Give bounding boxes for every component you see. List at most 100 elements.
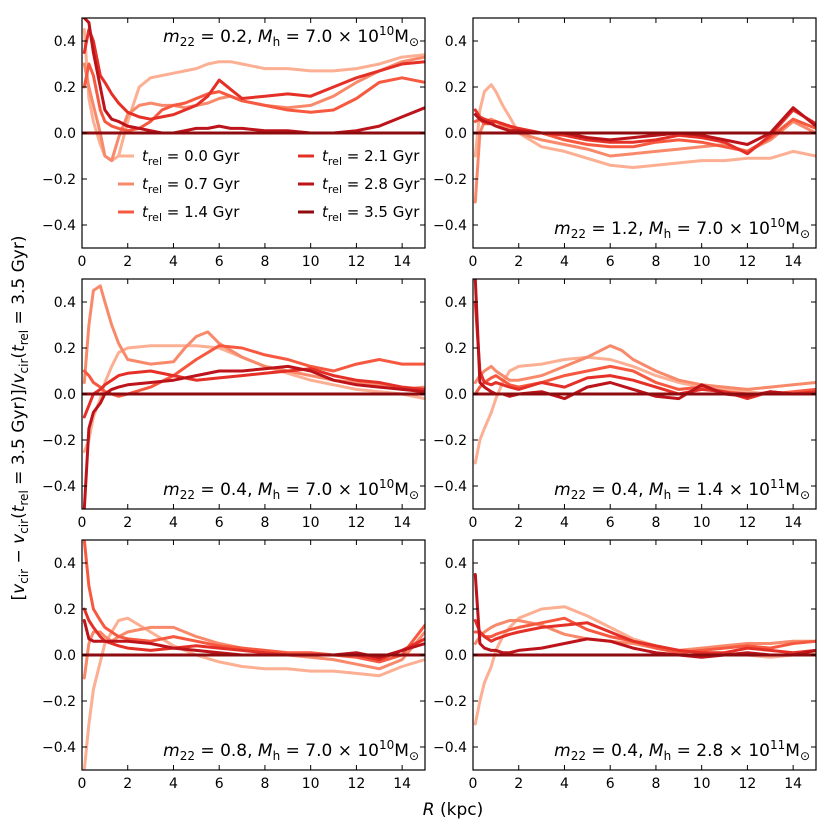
x-tick-label: 4 xyxy=(169,776,178,792)
x-tick-label: 10 xyxy=(693,254,711,270)
series-line-t1.4 xyxy=(82,540,425,664)
series-line-t1.4 xyxy=(473,616,816,655)
series-group xyxy=(82,18,425,163)
series-line-t2.8 xyxy=(473,573,816,659)
panel-4: 0 2 4 6 8 10 12 14 −0.4 −0.2 0.0 0.2 0.4 m22 = 0.4, M… xyxy=(433,278,817,531)
x-tick-label: 10 xyxy=(693,776,711,792)
y-tick-label: 0.2 xyxy=(54,341,76,357)
x-tick-label: 2 xyxy=(123,776,132,792)
y-tick-label: 0.4 xyxy=(445,34,467,50)
y-tick-label: 0.2 xyxy=(445,602,467,618)
x-tick-label: 12 xyxy=(347,254,365,270)
panel-annotation: m22 = 0.8, Mh = 7.0 × 1010M⊙ xyxy=(163,738,419,763)
panel-3: 0 2 4 6 8 10 12 14 −0.4 −0.2 0.0 0.2 0.4 m22 = 0.4, M… xyxy=(42,278,426,531)
series-line-t0.0 xyxy=(473,83,816,169)
x-tick-label: 10 xyxy=(302,515,320,531)
y-tick-label: −0.2 xyxy=(42,172,76,188)
panel-annotation: m22 = 0.4, Mh = 2.8 × 1011M⊙ xyxy=(554,738,810,763)
y-tick-label: 0.2 xyxy=(54,602,76,618)
legend-item-t0.7: trel = 0.7 Gyr xyxy=(118,175,240,196)
y-tick-label: 0.0 xyxy=(54,126,76,142)
y-tick-label: 0.4 xyxy=(445,556,467,572)
panels-group: 0 2 4 6 8 10 12 14 −0.4 −0.2 0.0 0.2 0.4 m22 = 0.2, M… xyxy=(42,17,817,792)
x-tick-label: 2 xyxy=(123,515,132,531)
x-tick-label: 14 xyxy=(393,254,411,270)
y-tick-label: 0.0 xyxy=(445,126,467,142)
x-tick-label: 14 xyxy=(393,515,411,531)
x-tick-label: 14 xyxy=(393,776,411,792)
y-tick-label: −0.2 xyxy=(42,433,76,449)
y-tick-label: −0.2 xyxy=(433,172,467,188)
series-group xyxy=(82,284,425,509)
x-tick-label: 4 xyxy=(169,254,178,270)
legend-label: trel = 2.1 Gyr xyxy=(322,147,420,168)
y-tick-label: −0.2 xyxy=(433,433,467,449)
y-tick-label: 0.4 xyxy=(445,295,467,311)
x-tick-label: 6 xyxy=(606,254,615,270)
y-tick-label: −0.4 xyxy=(433,479,467,495)
series-group xyxy=(82,540,425,770)
legend-label: trel = 1.4 Gyr xyxy=(142,203,240,224)
y-tick-label: 0.0 xyxy=(54,387,76,403)
series-group xyxy=(473,573,816,726)
x-tick-label: 10 xyxy=(302,776,320,792)
series-group xyxy=(473,279,816,465)
x-tick-label: 8 xyxy=(651,776,660,792)
x-axis-label: R (kpc) xyxy=(423,800,483,820)
series-line-t2.1 xyxy=(473,619,816,655)
x-tick-label: 0 xyxy=(469,515,478,531)
legend-item-t0.0: trel = 0.0 Gyr xyxy=(118,147,240,168)
series-line-t0.0 xyxy=(473,605,816,726)
x-tick-label: 8 xyxy=(651,515,660,531)
series-line-t2.1 xyxy=(82,28,425,121)
y-tick-label: −0.4 xyxy=(433,218,467,234)
panel-1: 0 2 4 6 8 10 12 14 −0.4 −0.2 0.0 0.2 0.4 m22 = 0.2, M… xyxy=(42,17,426,270)
x-tick-label: 12 xyxy=(738,254,756,270)
series-line-t0.0 xyxy=(82,28,425,163)
y-tick-label: 0.4 xyxy=(54,556,76,572)
x-tick-label: 10 xyxy=(302,254,320,270)
x-tick-label: 8 xyxy=(260,254,269,270)
series-line-t2.1 xyxy=(82,367,425,419)
x-tick-label: 0 xyxy=(469,776,478,792)
y-tick-label: −0.4 xyxy=(42,218,76,234)
x-tick-label: 8 xyxy=(260,515,269,531)
panel-2: 0 2 4 6 8 10 12 14 −0.4 −0.2 0.0 0.2 0.4 m22 = 1.2, M… xyxy=(433,17,817,270)
x-tick-label: 4 xyxy=(560,776,569,792)
x-tick-label: 6 xyxy=(215,776,224,792)
series-line-t2.8 xyxy=(82,619,425,659)
x-tick-label: 2 xyxy=(514,515,523,531)
x-tick-label: 12 xyxy=(738,776,756,792)
legend-item-t2.8: trel = 2.8 Gyr xyxy=(298,175,420,196)
y-tick-label: 0.0 xyxy=(445,387,467,403)
legend-label: trel = 2.8 Gyr xyxy=(322,175,420,196)
x-tick-label: 12 xyxy=(347,776,365,792)
series-line-t2.8 xyxy=(82,364,425,509)
y-tick-label: 0.0 xyxy=(445,648,467,664)
x-tick-label: 4 xyxy=(560,254,569,270)
series-line-t0.7 xyxy=(82,625,425,680)
series-line-t2.1 xyxy=(82,607,425,662)
y-tick-label: −0.4 xyxy=(42,740,76,756)
panel-5: 0 2 4 6 8 10 12 14 −0.4 −0.2 0.0 0.2 0.4 m22 = 0.8, M… xyxy=(42,539,426,792)
x-tick-label: 0 xyxy=(78,776,87,792)
legend-label: trel = 0.7 Gyr xyxy=(142,175,240,196)
x-tick-label: 12 xyxy=(738,515,756,531)
x-tick-label: 14 xyxy=(784,776,802,792)
x-tick-label: 10 xyxy=(693,515,711,531)
legend-item-t2.1: trel = 2.1 Gyr xyxy=(298,147,420,168)
y-axis-label: [vcir − vcir(trel = 3.5 Gyr)]/vcir(trel … xyxy=(9,236,31,601)
series-line-t2.8 xyxy=(473,106,816,146)
panel-6: 0 2 4 6 8 10 12 14 −0.4 −0.2 0.0 0.2 0.4 m22 = 0.4, M… xyxy=(433,539,817,792)
series-line-t2.8 xyxy=(473,279,816,401)
panel-annotation: m22 = 0.4, Mh = 1.4 × 1011M⊙ xyxy=(554,477,810,502)
x-tick-label: 14 xyxy=(784,254,802,270)
legend: trel = 0.0 Gyr trel = 0.7 Gyr trel = 1.4 G… xyxy=(118,147,420,224)
x-tick-label: 0 xyxy=(78,515,87,531)
x-tick-label: 12 xyxy=(347,515,365,531)
x-tick-label: 6 xyxy=(215,515,224,531)
y-tick-label: 0.0 xyxy=(54,648,76,664)
y-tick-label: −0.4 xyxy=(42,479,76,495)
x-tick-label: 14 xyxy=(784,515,802,531)
series-line-t0.7 xyxy=(473,344,816,391)
